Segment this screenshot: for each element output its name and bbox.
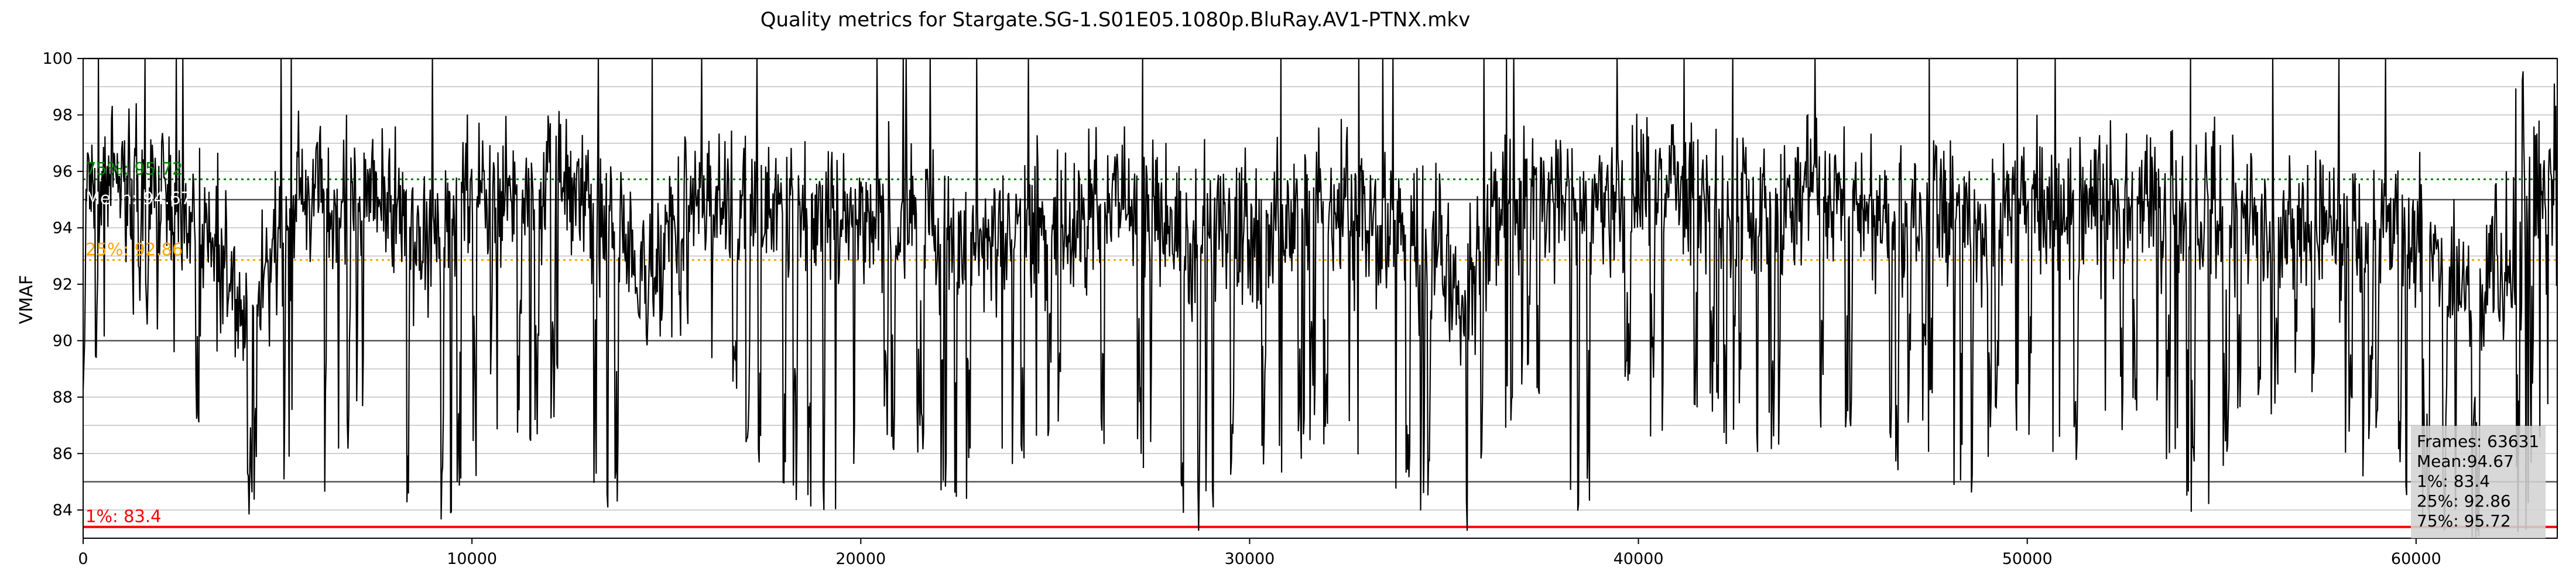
vmaf-series-line: [82, 58, 2558, 538]
y-tick-label: 100: [42, 50, 73, 68]
y-tick-label: 84: [53, 501, 73, 519]
stats-line: Mean:94.67: [2417, 452, 2514, 471]
stats-line: 75%: 95.72: [2417, 511, 2511, 531]
x-tick-label: 50000: [2002, 550, 2053, 568]
reference-line-label: Mean: 94.67: [85, 188, 191, 208]
reference-line-label: 1%: 83.4: [85, 507, 162, 526]
x-tick-label: 20000: [835, 550, 886, 568]
y-tick-label: 98: [53, 106, 73, 124]
y-tick-label: 88: [53, 388, 73, 407]
reference-line-labels: 75%: 95.72 Mean: 94.67 25%: 92.86 1%: 83.4: [85, 159, 191, 526]
x-tick-label: 60000: [2391, 550, 2441, 568]
stats-line: 25%: 92.86: [2417, 491, 2511, 511]
y-tick-label: 86: [53, 445, 73, 463]
stats-box-background: [2411, 426, 2546, 538]
y-tick-label: 92: [53, 276, 73, 294]
x-tick-label: 0: [78, 550, 88, 568]
y-tick-label: 96: [53, 163, 73, 181]
x-tick-label: 40000: [1614, 550, 1664, 568]
y-tick-label: 94: [53, 219, 73, 237]
stats-line: Frames: 63631: [2417, 432, 2539, 451]
plot-frame: [83, 58, 2558, 539]
axis-ticks: 84 86 88 90 92 94 96 98 100 0 10000 20000 30000 40000…: [42, 50, 2441, 568]
x-tick-label: 10000: [447, 550, 497, 568]
reference-line-label: 75%: 95.72: [85, 159, 183, 178]
chart-title: Quality metrics for Stargate.SG-1.S01E05…: [761, 8, 1471, 32]
y-tick-label: 90: [53, 332, 73, 350]
reference-line-label: 25%: 92.86: [85, 239, 183, 259]
y-axis-label: VMAF: [16, 275, 37, 324]
series-layer: [82, 58, 2558, 538]
stats-line: 1%: 83.4: [2417, 472, 2490, 491]
x-tick-label: 30000: [1224, 550, 1275, 568]
